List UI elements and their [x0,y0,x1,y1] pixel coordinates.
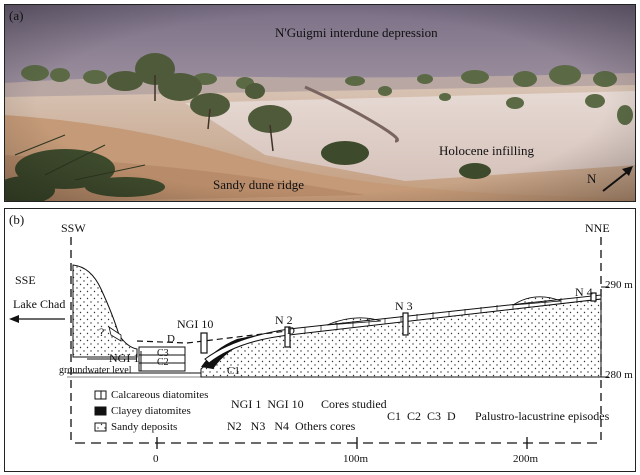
panel-b-tag: (b) [9,212,25,227]
groundwater-label: groundwater level [59,365,132,376]
legend-sandy-swatch [94,422,107,432]
lake-label: Lake Chad [13,297,66,311]
cross-section-diagram [9,237,609,449]
legend-calcareous: Calcareous diatomites [111,389,209,401]
direction-ssw: SSW [61,221,86,235]
episode-c1: C1 [227,365,240,377]
legend-episode-codes: C1 C2 C3 D [387,409,456,423]
episode-c3: C3 [157,348,169,359]
distance-scale [75,437,601,449]
caption-dune-ridge: Sandy dune ridge [213,177,304,192]
episode-strips [138,346,186,372]
elevation-280: 280 m [605,369,633,381]
distance-0: 0 [153,453,159,465]
legend-sandy: Sandy deposits [111,421,178,433]
core-ngi10-label: NGI 10 [177,317,214,331]
episode-c2: C2 [157,357,169,368]
photo-panel: (a) N'Guigmi interdune depression Holoce… [4,4,636,202]
direction-nne: NNE [585,221,610,235]
cross-section-panel: (b) SSW NNE SSE Lake Chad ? groundwater … [4,208,636,472]
episode-d-right: D [287,325,295,337]
core-n4 [590,292,597,302]
legend-clayey-swatch [94,406,107,416]
core-ngi1-label: NGI 1 [109,351,140,365]
core-ngi10 [200,332,208,354]
legend-cores-studied: Cores studied [321,397,387,411]
core-n2-label: N 2 [275,313,293,327]
legend-other-cores: Others cores [295,419,356,433]
core-n2 [284,326,291,348]
legend-episodes: Palustro-lacustrine episodes [475,409,610,423]
core-n3 [402,312,409,336]
panel-a-tag: (a) [9,8,24,23]
legend-other-codes: N2 N3 N4 [227,419,289,433]
legend-cores-codes: NGI 1 NGI 10 [231,397,304,411]
elevation-290: 290 m [605,279,633,291]
core-markers [200,292,597,354]
caption-depression: N'Guigmi interdune depression [275,25,438,40]
core-n3-label: N 3 [395,299,413,313]
landscape-photo [5,5,635,201]
north-label: N [587,171,597,186]
caption-holocene: Holocene infilling [439,143,534,158]
distance-200: 200m [513,453,539,465]
direction-sse: SSE [15,273,36,287]
legend-symbols [94,390,107,432]
core-n4-label: N 4 [575,285,593,299]
episode-d-left: D [167,333,175,345]
question-mark: ? [99,325,105,339]
distance-100: 100m [343,453,369,465]
legend-clayey: Clayey diatomites [111,405,191,417]
elevation-scale [601,286,609,378]
left-dune [72,264,138,358]
north-arrow-icon [602,166,633,192]
lake-direction-arrow-icon [9,315,65,323]
